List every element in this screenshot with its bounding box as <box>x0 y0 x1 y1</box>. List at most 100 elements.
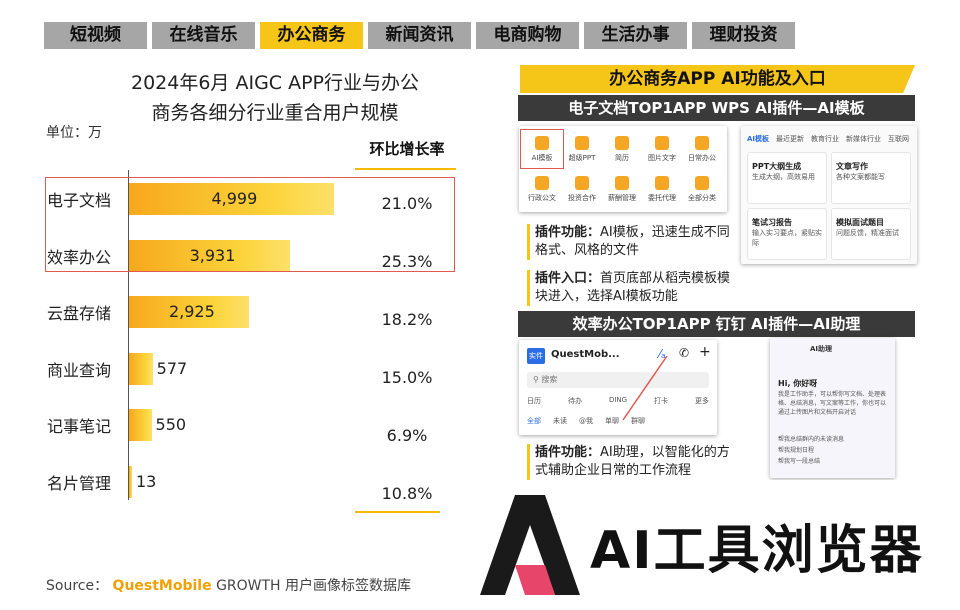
ai-template-highlight <box>520 129 564 169</box>
grid-item-ai-template[interactable]: AI模板 <box>517 136 567 163</box>
assistant-suggestions: 帮我总结群内的未读消息 帮我规划日程 帮我写一段总结 <box>778 434 888 467</box>
tab-online-music[interactable]: 在线音乐 <box>152 22 255 49</box>
chart-title-line2: 商务各细分行业重合用户规模 <box>151 102 399 124</box>
growth-value: 10.8% <box>381 484 433 503</box>
wps-tab-ai-template[interactable]: AI模板 <box>747 135 770 143</box>
growth-value: 25.3% <box>381 252 433 271</box>
assistant-body: 我是工作助手，可以帮你写文档、处理表格、总结消息，写文案等工作，你也可以通过上传… <box>778 391 887 416</box>
investment-icon <box>575 176 589 190</box>
ai-assistant-icon[interactable]: ⁄ₐ <box>659 347 666 361</box>
filter-all[interactable]: 全部 <box>527 417 541 425</box>
grid-item-salary[interactable]: 薪酬管理 <box>597 176 647 203</box>
wps-tab-education[interactable]: 教育行业 <box>811 135 840 143</box>
toolbar-clock-in[interactable]: 打卡 <box>654 397 669 405</box>
growth-value: 18.2% <box>381 310 433 329</box>
grid-item-admin-doc[interactable]: 行政公文 <box>517 176 567 203</box>
resume-icon <box>615 136 629 150</box>
unit-label: 单位：万 <box>46 125 102 141</box>
filter-single[interactable]: 单聊 <box>605 417 619 425</box>
tab-short-video[interactable]: 短视频 <box>44 22 147 49</box>
source-suffix: GROWTH 用户画像标签数据库 <box>216 578 412 594</box>
template-tile[interactable]: 笔试习报告 输入实习要点，紧贴实际 <box>747 208 827 260</box>
grid-item-resume[interactable]: 简历 <box>597 136 647 163</box>
grid-item-agency[interactable]: 委托代理 <box>637 176 687 203</box>
quick-toolbar: 日历 待办 DING 打卡 更多 <box>527 396 709 406</box>
growth-value: 6.9% <box>386 426 428 445</box>
bar <box>129 409 152 441</box>
watermark-panel: AI工具浏览器 <box>440 480 960 610</box>
tab-life-services[interactable]: 生活办事 <box>584 22 687 49</box>
wps-tab-new-media[interactable]: 新媒体行业 <box>846 135 882 143</box>
tab-finance[interactable]: 理财投资 <box>692 22 795 49</box>
growth-header: 环比增长率 <box>369 140 445 158</box>
bar <box>129 465 132 498</box>
filter-unread[interactable]: 未读 <box>553 417 567 425</box>
office-icon <box>695 136 709 150</box>
template-tile[interactable]: 模拟面试题目 问题反馈，精准面试 <box>831 208 911 260</box>
category-label: 商业查询 <box>47 360 112 380</box>
template-tile[interactable]: 文章写作 各种文案都能写 <box>831 152 911 204</box>
org-badge: 实件 <box>527 348 545 364</box>
growth-value: 15.0% <box>381 368 433 387</box>
search-input[interactable]: ⚲ 搜索 <box>527 372 709 388</box>
suggestion-item[interactable]: 帮我写一段总结 <box>778 458 821 465</box>
bar <box>129 352 153 385</box>
chart-title-line1: 2024年6月 AIGC APP行业与办公 <box>130 72 420 94</box>
org-name[interactable]: QuestMob... <box>551 349 620 360</box>
wps-tab-internet[interactable]: 互联网 <box>888 135 910 143</box>
category-label: 名片管理 <box>47 473 112 493</box>
bar-value-label: 13 <box>136 471 157 491</box>
toolbar-todo[interactable]: 待办 <box>567 397 582 405</box>
ai-assistant-card: AI助理 Hi, 你好呀 我是工作助手，可以帮你写文档、处理表格、总结消息，写文… <box>770 338 895 478</box>
agency-icon <box>655 176 669 190</box>
tab-office-business[interactable]: 办公商务 <box>260 22 363 49</box>
suggestion-item[interactable]: 帮我规划日程 <box>778 447 815 454</box>
growth-header-rule <box>355 168 456 170</box>
watermark-logo-text: AI工具浏览器 <box>590 521 924 581</box>
tab-ecommerce[interactable]: 电商购物 <box>476 22 579 49</box>
suggestion-item[interactable]: 帮我总结群内的未读消息 <box>778 436 845 443</box>
ppt-icon <box>575 136 589 150</box>
bar-value-label: 2,925 <box>168 302 215 321</box>
dingtalk-header: 效率办公TOP1APP 钉钉 AI插件—AI助理 <box>518 311 915 337</box>
tab-news[interactable]: 新闻资讯 <box>368 22 471 49</box>
admin-doc-icon <box>535 176 549 190</box>
bar-value-label: 4,999 <box>211 189 258 208</box>
assistant-title: AI助理 <box>810 345 833 353</box>
highlight-box <box>45 177 455 272</box>
toolbar-more[interactable]: 更多 <box>695 397 709 405</box>
chart-axis <box>128 170 129 500</box>
bar-value-label: 550 <box>155 415 187 434</box>
category-label: 记事笔记 <box>47 417 112 436</box>
watermark-logo-icon <box>480 495 580 595</box>
wps-tab-recent[interactable]: 最近更新 <box>776 135 805 143</box>
growth-bottom-rule <box>355 511 456 513</box>
filter-mentions[interactable]: @我 <box>579 417 593 425</box>
grid-item-all-categories[interactable]: 全部分类 <box>677 176 727 203</box>
grid-item-investment[interactable]: 投资合作 <box>557 176 607 203</box>
bar <box>129 183 334 215</box>
chart-title: 2024年6月 AIGC APP行业与办公 商务各细分行业重合用户规模 <box>95 68 455 128</box>
salary-icon <box>615 176 629 190</box>
toolbar-calendar[interactable]: 日历 <box>527 397 541 405</box>
category-label: 云盘存储 <box>47 304 112 323</box>
template-tile[interactable]: PPT大纲生成 生成大纲，高效易用 <box>747 152 827 204</box>
dingtalk-app-card: 实件 QuestMob... ⁄ₐ ✆ + ⚲ 搜索 日历 待办 DING 打卡… <box>519 340 717 435</box>
source-brand: QuestMobile <box>112 578 212 594</box>
plus-icon[interactable]: + <box>699 344 711 360</box>
toolbar-ding[interactable]: DING <box>608 396 628 404</box>
filter-group[interactable]: 群聊 <box>631 417 645 425</box>
grid-item-daily-office[interactable]: 日常办公 <box>677 136 727 163</box>
source-line: Source： QuestMobile GROWTH 用户画像标签数据库 <box>46 575 411 595</box>
note-dingtalk-function: 插件功能：AI助理，以智能化的方式辅助企业日常的工作流程 <box>527 444 737 480</box>
grid-item-super-ppt[interactable]: 超级PPT <box>557 136 607 163</box>
assistant-greeting: Hi, 你好呀 <box>778 379 818 388</box>
phone-icon[interactable]: ✆ <box>679 346 690 360</box>
chat-filters: 全部 未读 @我 单聊 群聊 <box>527 416 709 426</box>
wps-templates-card: AI模板 最近更新 教育行业 新媒体行业 互联网 PPT大纲生成 生成大纲，高效易… <box>741 126 917 264</box>
image-text-icon <box>655 136 669 150</box>
grid-item-image-text[interactable]: 图片文字 <box>637 136 687 163</box>
note-wps-function: 插件功能：AI模板，迅速生成不同格式、风格的文件 <box>527 224 737 260</box>
growth-value: 21.0% <box>381 194 433 213</box>
all-categories-icon <box>695 176 709 190</box>
